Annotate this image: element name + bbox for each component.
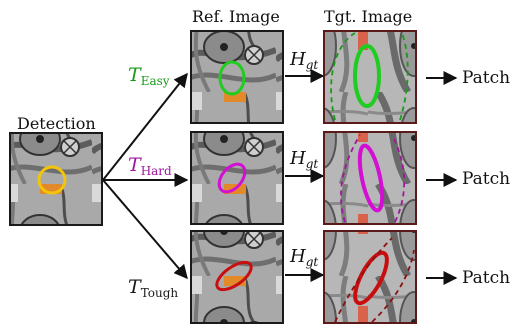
detection-header: Detection (17, 114, 96, 133)
transform-hard-label: THard (128, 154, 172, 178)
reference-image-tough (190, 230, 284, 324)
detection-image (9, 132, 103, 226)
transform-hard-subscript: Hard (140, 164, 172, 178)
patch-label-tough: Patch (462, 268, 511, 288)
reference-image-easy (190, 30, 284, 124)
homography-symbol: H (290, 49, 306, 70)
patch-label-easy: Patch (462, 68, 511, 88)
reference-image-hard (190, 131, 284, 225)
detection-ellipse (37, 165, 67, 195)
homography-label-hard: Hgt (290, 148, 319, 171)
homography-subscript: gt (305, 58, 319, 72)
homography-symbol: H (290, 246, 306, 267)
homography-symbol: H (290, 148, 306, 169)
transform-tough-subscript: Tough (140, 286, 179, 300)
transform-easy-symbol: T (128, 64, 141, 86)
patch-label-hard: Patch (462, 169, 511, 189)
target-image-tough (323, 230, 417, 324)
transform-easy-subscript: Easy (140, 74, 170, 88)
homography-subscript: gt (305, 255, 319, 269)
homography-label-tough: Hgt (290, 246, 319, 269)
target-image-hard (323, 131, 417, 225)
transform-easy-label: TEasy (128, 64, 170, 88)
reference-image-header: Ref. Image (192, 7, 280, 26)
transform-tough-label: TTough (128, 276, 179, 300)
transform-hard-symbol: T (128, 154, 141, 176)
target-image-easy (323, 30, 417, 124)
arrow-easy (102, 72, 188, 181)
transform-tough-symbol: T (128, 276, 141, 298)
arrow-tough (102, 179, 188, 280)
target-image-header: Tgt. Image (324, 7, 413, 26)
homography-label-easy: Hgt (290, 49, 319, 72)
homography-subscript: gt (305, 157, 319, 171)
